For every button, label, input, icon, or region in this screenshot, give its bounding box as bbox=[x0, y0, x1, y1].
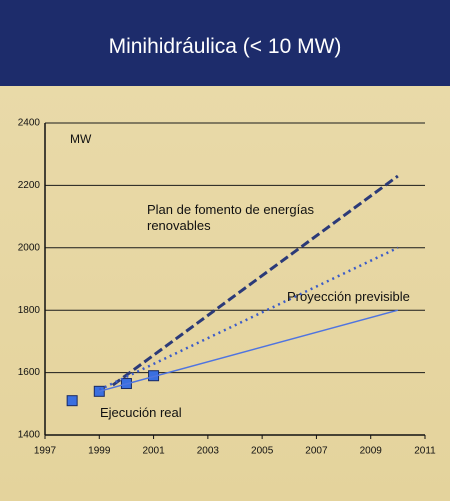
y-tick-label: 1800 bbox=[18, 305, 41, 316]
y-tick-label: 1400 bbox=[18, 430, 41, 441]
y-tick-label: 1600 bbox=[18, 367, 41, 378]
x-tick-label: 2007 bbox=[305, 446, 328, 457]
x-tick-label: 2003 bbox=[197, 446, 220, 457]
series-label: Plan de fomento de energías renovables bbox=[147, 202, 314, 233]
series-label: Ejecución real bbox=[100, 405, 182, 420]
series-label: Proyección previsible bbox=[287, 289, 410, 304]
banner bbox=[0, 0, 450, 86]
x-tick-label: 1997 bbox=[34, 446, 57, 457]
x-tick-label: 2011 bbox=[414, 446, 436, 457]
line-series bbox=[111, 174, 399, 387]
x-tick-label: 2001 bbox=[142, 446, 165, 457]
y-tick-label: 2400 bbox=[18, 118, 41, 129]
y-label: MW bbox=[70, 132, 92, 146]
chart-title: Minihidráulica (< 10 MW) bbox=[108, 35, 342, 58]
x-tick-label: 1999 bbox=[88, 446, 111, 457]
line-series bbox=[98, 246, 399, 391]
x-tick-label: 2005 bbox=[251, 446, 274, 457]
line-series bbox=[99, 309, 399, 393]
x-tick-label: 2009 bbox=[360, 446, 383, 457]
y-tick-label: 2000 bbox=[18, 242, 41, 253]
data-point bbox=[66, 395, 78, 407]
y-tick-label: 2200 bbox=[18, 180, 41, 191]
